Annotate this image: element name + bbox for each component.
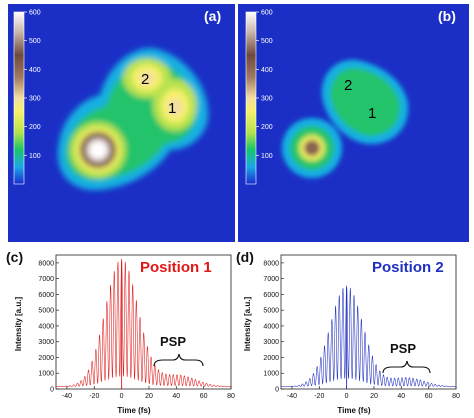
chart-d-ytick-label-5: 5000 <box>263 308 279 315</box>
colorbar-b-tick-label-0: 100 <box>261 153 273 160</box>
heatmap-a-spot-1-center <box>167 98 183 116</box>
colorbar-b-tick-label-3: 400 <box>261 67 273 74</box>
chart-d-ytick-label-6: 6000 <box>263 292 279 299</box>
chart-d-ytick-label-0: 0 <box>275 387 279 394</box>
chart-d-psp-brace <box>382 360 431 374</box>
chart-d-xtick-label-4: 40 <box>397 393 405 400</box>
panel-d-label: (d) <box>236 249 254 265</box>
chart-d-xtick-label-6: 80 <box>452 393 460 400</box>
line-chart-c: 0 1000 2000 3000 4000 5000 6000 7000 8000 -40 -20 0… <box>6 249 235 415</box>
chart-d-series-line <box>280 285 457 387</box>
heatmap-a <box>8 4 235 242</box>
chart-c-title: Position 1 <box>140 259 212 276</box>
chart-d-xtick-label-2: 0 <box>345 393 349 400</box>
chart-c-xtick-label-3: 20 <box>145 393 153 400</box>
heatmap-b <box>238 4 469 242</box>
colorbar-a-tick-label-3: 400 <box>29 67 41 74</box>
chart-d-ylabel: Intensity [a.u.] <box>243 297 252 352</box>
plot-d: 0 1000 2000 3000 4000 5000 6000 7000 8000 -40 -20 0… <box>263 254 460 400</box>
chart-c-ytick-label-8: 8000 <box>38 260 54 267</box>
heatmap-a-spot-2-center <box>139 71 155 85</box>
plot-c: 0 1000 2000 3000 4000 5000 6000 7000 8000 -40 -20 0… <box>38 254 235 400</box>
chart-d-axes-frame <box>280 254 457 390</box>
colorbar-a-tick-label-4: 500 <box>29 38 41 45</box>
panel-b-label: (b) <box>438 8 456 24</box>
heatmap-a-spot-label-2: 2 <box>141 71 149 88</box>
chart-c-ytick-label-1: 1000 <box>38 371 54 378</box>
chart-d-ytick-label-2: 2000 <box>263 355 279 362</box>
colorbar-a-ticks: 100 200 300 400 500 600 <box>24 10 41 160</box>
chart-c-ytick-label-7: 7000 <box>38 276 54 283</box>
colorbar-b-tick-label-1: 200 <box>261 124 273 131</box>
colorbar-a-tick-label-5: 600 <box>29 10 41 17</box>
chart-c-ytick-label-3: 3000 <box>38 339 54 346</box>
chart-d-xtick-label-0: -40 <box>287 393 297 400</box>
panel-c-label: (c) <box>6 249 23 265</box>
heatmap-b-spot-label-2: 2 <box>344 77 352 94</box>
chart-c-psp-brace <box>153 353 204 367</box>
colorbar-b-ticks: 100 200 300 400 500 600 <box>256 10 273 160</box>
chart-c-ytick-label-6: 6000 <box>38 292 54 299</box>
chart-c-xtick-label-2: 0 <box>120 393 124 400</box>
chart-d-xtick-label-3: 20 <box>370 393 378 400</box>
heatmap-b-lower-spot-core <box>304 140 320 156</box>
chart-c-xtick-label-1: -20 <box>89 393 99 400</box>
colorbar-a <box>13 11 25 185</box>
heatmap-a-spot-label-1: 1 <box>168 100 176 117</box>
chart-c-series-line <box>56 258 232 387</box>
chart-c-ytick-label-4: 4000 <box>38 323 54 330</box>
chart-c-ylabel: Intensity [a.u.] <box>14 297 23 352</box>
chart-c-xtick-label-6: 80 <box>227 393 235 400</box>
colorbar-b-tick-label-2: 300 <box>261 96 273 103</box>
chart-c-psp-label: PSP <box>160 334 186 349</box>
line-chart-d: 0 1000 2000 3000 4000 5000 6000 7000 8000 -40 -20 0… <box>236 249 460 415</box>
chart-c-axes-frame <box>55 254 232 390</box>
heatmap-a-bright-spot-core <box>89 141 107 159</box>
chart-c-ytick-label-5: 5000 <box>38 308 54 315</box>
chart-c-ytick-label-0: 0 <box>50 387 54 394</box>
chart-d-ytick-label-1: 1000 <box>263 371 279 378</box>
colorbar-a-tick-label-0: 100 <box>29 153 41 160</box>
chart-d-xlabel: Time (fs) <box>337 406 371 415</box>
chart-c-xlabel: Time (fs) <box>117 406 151 415</box>
chart-d-ytick-label-8: 8000 <box>263 260 279 267</box>
chart-c-xtick-label-4: 40 <box>172 393 180 400</box>
colorbar-a-tick-label-2: 300 <box>29 96 41 103</box>
chart-d-ytick-label-4: 4000 <box>263 323 279 330</box>
heatmap-b-spot-label-1: 1 <box>368 105 376 122</box>
chart-d-title: Position 2 <box>372 259 444 276</box>
chart-d-psp-label: PSP <box>390 341 416 356</box>
chart-c-xtick-label-0: -40 <box>62 393 72 400</box>
chart-d-ytick-label-3: 3000 <box>263 339 279 346</box>
colorbar-b <box>245 11 257 185</box>
colorbar-b-tick-label-5: 600 <box>261 10 273 17</box>
chart-c-xtick-label-5: 60 <box>200 393 208 400</box>
colorbar-a-tick-label-1: 200 <box>29 124 41 131</box>
chart-d-ytick-label-7: 7000 <box>263 276 279 283</box>
chart-d-xtick-label-1: -20 <box>314 393 324 400</box>
chart-d-xtick-label-5: 60 <box>425 393 433 400</box>
chart-c-ytick-label-2: 2000 <box>38 355 54 362</box>
panel-a-label: (a) <box>204 8 221 24</box>
colorbar-b-tick-label-4: 500 <box>261 38 273 45</box>
heatmap-b-green-blob-upper <box>330 67 400 136</box>
